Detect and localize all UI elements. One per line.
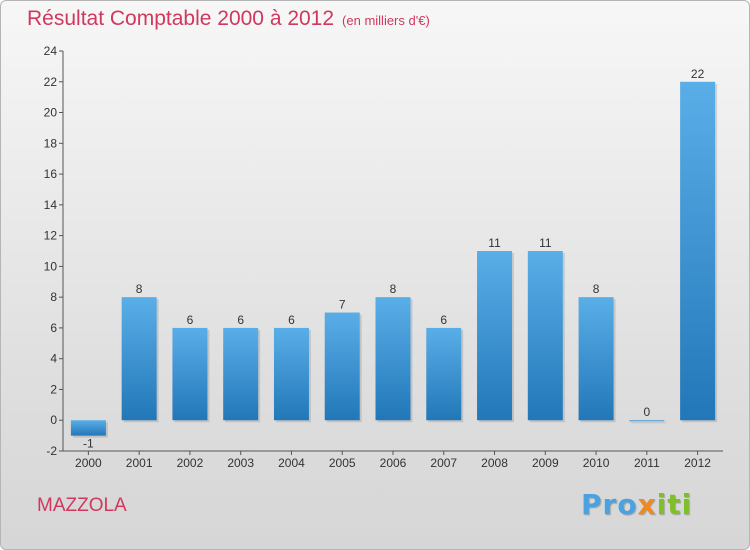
y-tick-label: 20 <box>44 106 58 120</box>
bars <box>70 81 718 438</box>
data-label: 6 <box>187 313 194 327</box>
logo-part-iti: iti <box>656 488 693 521</box>
bar-2011 <box>629 420 665 422</box>
y-tick-label: 10 <box>44 259 58 273</box>
y-tick-label: 8 <box>50 290 57 304</box>
chart-title: Résultat Comptable 2000 à 2012 (en millie… <box>27 7 430 31</box>
bar-2002 <box>172 327 208 421</box>
x-tick-label: 2012 <box>684 456 711 470</box>
data-label: 6 <box>237 313 244 327</box>
y-tick-label: 24 <box>44 44 58 58</box>
bar-2008 <box>477 251 513 421</box>
title-text: Résultat Comptable 2000 à 2012 <box>27 7 335 30</box>
data-label: 0 <box>644 405 651 419</box>
data-label: 6 <box>440 313 447 327</box>
bar-2004 <box>273 327 309 421</box>
bar-2007 <box>426 327 462 421</box>
x-tick-label: 2002 <box>177 456 204 470</box>
bar-2000 <box>70 420 106 436</box>
data-label: 6 <box>288 313 295 327</box>
commune-name: MAZZOLA <box>37 495 127 516</box>
y-tick-label: 18 <box>44 136 58 150</box>
logo-part-x: x <box>637 488 657 521</box>
y-tick-label: 4 <box>50 352 57 366</box>
x-tick-label: 2006 <box>380 456 407 470</box>
y-tick-label: 22 <box>44 75 58 89</box>
logo-part-pro: Pro <box>581 488 638 521</box>
x-tick-label: 2003 <box>227 456 254 470</box>
y-tick-label: 0 <box>50 413 57 427</box>
x-tick-label: 2007 <box>430 456 457 470</box>
y-tick-label: 14 <box>44 198 58 212</box>
bar-2003 <box>223 327 259 421</box>
proxiti-logo[interactable]: Proxiti <box>581 488 692 521</box>
y-tick-label: 16 <box>44 167 58 181</box>
bar-2001 <box>121 297 157 421</box>
x-tick-label: 2009 <box>532 456 559 470</box>
x-tick-label: 2001 <box>126 456 153 470</box>
y-tick-label: 6 <box>50 321 57 335</box>
x-tick-label: 2010 <box>583 456 610 470</box>
x-tick-label: 2005 <box>329 456 356 470</box>
bar-2010 <box>578 297 614 421</box>
chart-subtitle: (en milliers d'€) <box>342 13 430 28</box>
x-tick-label: 2000 <box>75 456 102 470</box>
x-tick-label: 2008 <box>481 456 508 470</box>
data-label: -1 <box>83 437 94 451</box>
data-label: 11 <box>488 236 501 250</box>
data-label: 8 <box>136 282 143 296</box>
data-label: 22 <box>691 67 705 81</box>
data-label: 11 <box>539 236 552 250</box>
y-tick-label: 2 <box>50 382 57 396</box>
y-tick-label: -2 <box>46 444 57 458</box>
y-tick-label: 12 <box>44 229 58 243</box>
x-tick-label: 2011 <box>634 456 660 470</box>
bar-2009 <box>527 251 563 421</box>
x-tick-label: 2004 <box>278 456 305 470</box>
bar-2012 <box>680 81 716 421</box>
data-label: 7 <box>339 298 346 312</box>
bar-2005 <box>324 312 360 421</box>
data-label: 8 <box>390 282 397 296</box>
bar-2006 <box>375 297 411 421</box>
bar-shadow <box>631 422 667 424</box>
data-label: 8 <box>593 282 600 296</box>
value-labels: -1 8 6 6 6 7 8 6 11 11 8 0 22 <box>83 67 705 451</box>
